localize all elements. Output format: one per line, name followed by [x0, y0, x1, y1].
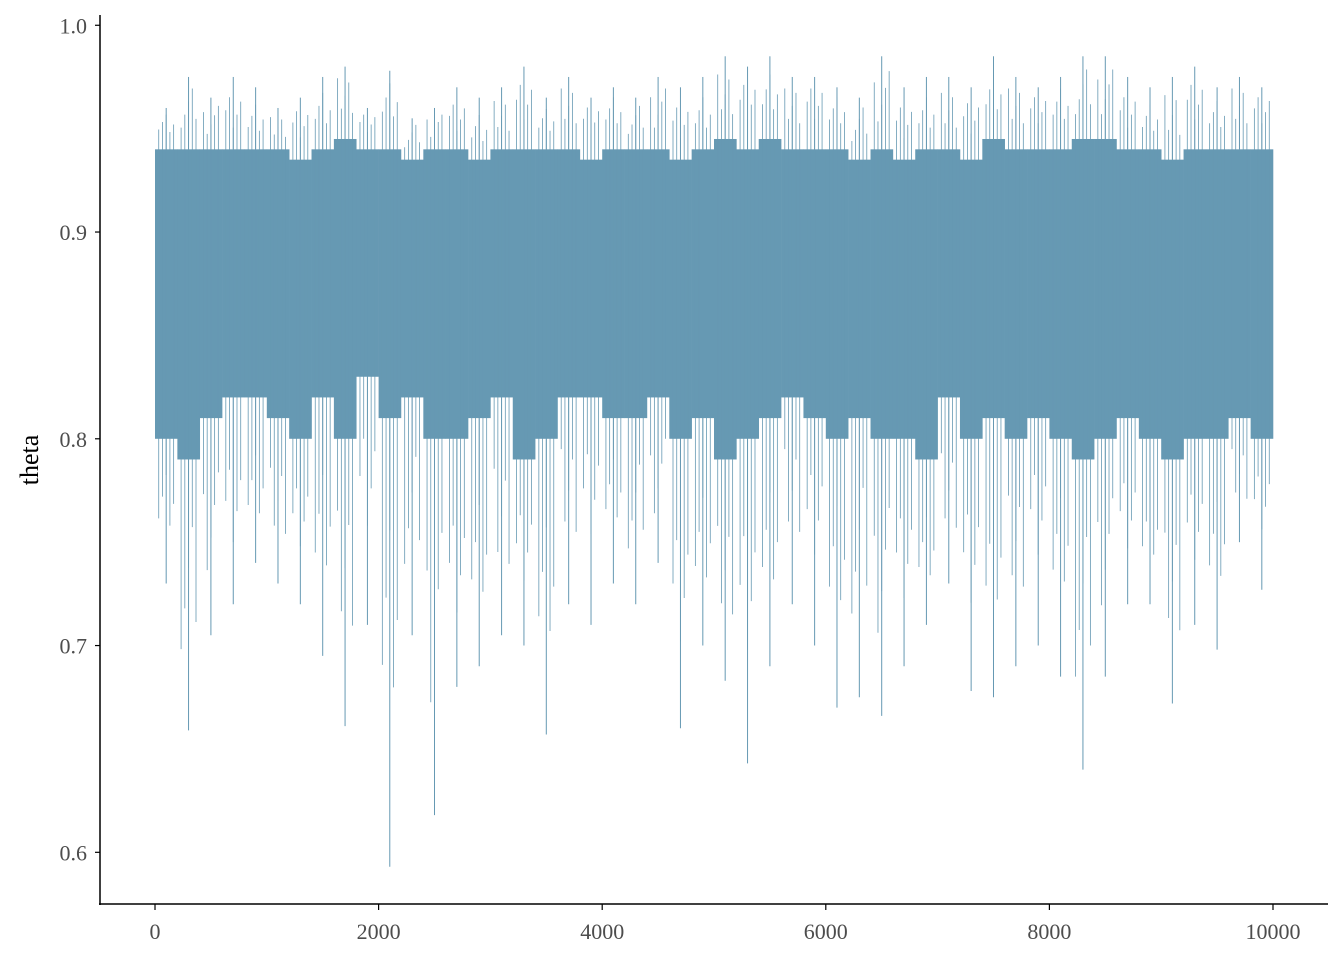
trace-series	[155, 56, 1274, 867]
y-tick-label: 0.9	[60, 220, 88, 245]
y-tick-label: 0.8	[60, 427, 88, 452]
x-tick-label: 2000	[357, 919, 401, 944]
x-tick-label: 4000	[580, 919, 624, 944]
x-tick-label: 8000	[1027, 919, 1071, 944]
x-axis-ticks: 0 2000 4000 6000 8000 10000	[150, 904, 1300, 944]
x-tick-label: 0	[150, 919, 161, 944]
y-tick-label: 0.7	[60, 634, 88, 659]
y-tick-label: 0.6	[60, 840, 88, 865]
y-tick-label: 1.0	[60, 13, 88, 38]
x-tick-label: 10000	[1245, 919, 1300, 944]
x-tick-label: 6000	[804, 919, 848, 944]
y-axis-ticks: 0.6 0.7 0.8 0.9 1.0	[60, 13, 100, 865]
y-axis-label: theta	[15, 434, 44, 485]
